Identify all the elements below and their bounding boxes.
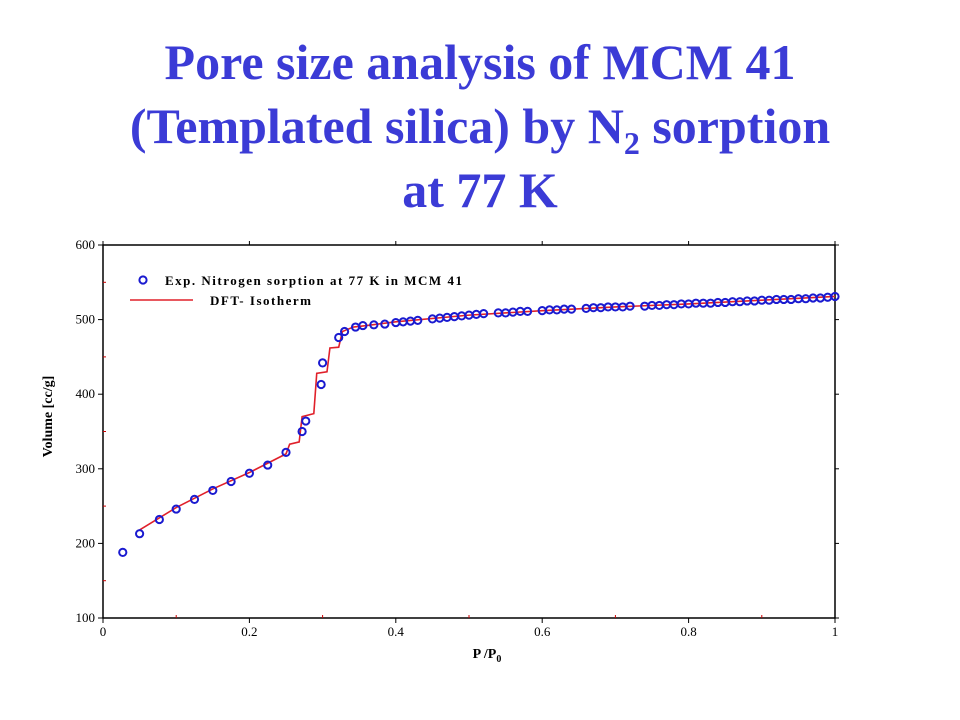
exp-data-point	[226, 476, 236, 487]
title-subscript: 2	[623, 125, 640, 161]
exp-data-point	[413, 315, 423, 325]
x-tick-label: 0.2	[241, 624, 257, 639]
exp-data-point	[281, 447, 291, 457]
axis-ticks	[98, 241, 839, 623]
axis-tick-labels: 0 0.2 0.4 0.6 0.8 1 100 200 300 400 500 600	[76, 237, 839, 639]
y-tick-label: 300	[76, 461, 96, 476]
exp-data-point	[316, 379, 326, 390]
y-tick-label: 100	[76, 610, 96, 625]
exp-data-point	[380, 319, 390, 329]
y-tick-label: 500	[76, 312, 96, 327]
y-tick-label: 400	[76, 386, 96, 401]
x-tick-label: 0	[100, 624, 107, 639]
exp-data-point	[297, 426, 307, 437]
x-axis-label: P /P0	[473, 647, 502, 665]
x-tick-label: 0.4	[388, 624, 405, 639]
legend: Exp. Nitrogen sorption at 77 K in MCM 41…	[130, 273, 463, 308]
x-axis-label-subscript: 0	[496, 654, 501, 665]
legend-label-exp: Exp. Nitrogen sorption at 77 K in MCM 41	[165, 273, 463, 288]
exp-data-point	[339, 326, 350, 337]
title-line-1: Pore size analysis of MCM 41	[164, 34, 796, 90]
series-layer	[118, 291, 840, 557]
x-tick-label: 0.6	[534, 624, 551, 639]
exp-data-point	[189, 494, 200, 504]
title-line-2: (Templated silica) by N2 sorption	[129, 98, 831, 161]
exp-data-point	[566, 304, 577, 314]
exp-data-point	[358, 320, 368, 331]
legend-marker-exp	[138, 275, 148, 285]
slide-title: Pore size analysis of MCM 41 (Templated …	[0, 30, 960, 222]
exp-data-point	[118, 547, 128, 557]
legend-label-dft: DFT- Isotherm	[210, 293, 312, 308]
exp-data-point	[301, 416, 311, 426]
exp-data-point	[263, 460, 273, 470]
y-tick-label: 200	[76, 535, 96, 550]
exp-data-point	[369, 320, 379, 330]
exp-data-point	[479, 309, 489, 319]
y-tick-label: 600	[76, 237, 96, 252]
x-tick-label: 0.8	[680, 624, 696, 639]
title-line-3: at 77 K	[402, 162, 558, 218]
exp-data-point	[334, 332, 344, 343]
exp-data-point	[208, 485, 218, 496]
exp-data-point	[171, 504, 181, 514]
y-axis-label: Volume [cc/g]	[41, 376, 56, 458]
exp-data-point	[244, 468, 254, 478]
dft-isotherm-line	[139, 295, 836, 531]
x-tick-label: 1	[832, 624, 839, 639]
exp-data-point	[318, 358, 328, 368]
exp-data-point	[522, 306, 533, 316]
exp-data-point	[154, 514, 164, 525]
exp-data-point	[625, 301, 635, 311]
exp-data-point	[830, 291, 840, 302]
exp-data-point	[135, 529, 145, 539]
